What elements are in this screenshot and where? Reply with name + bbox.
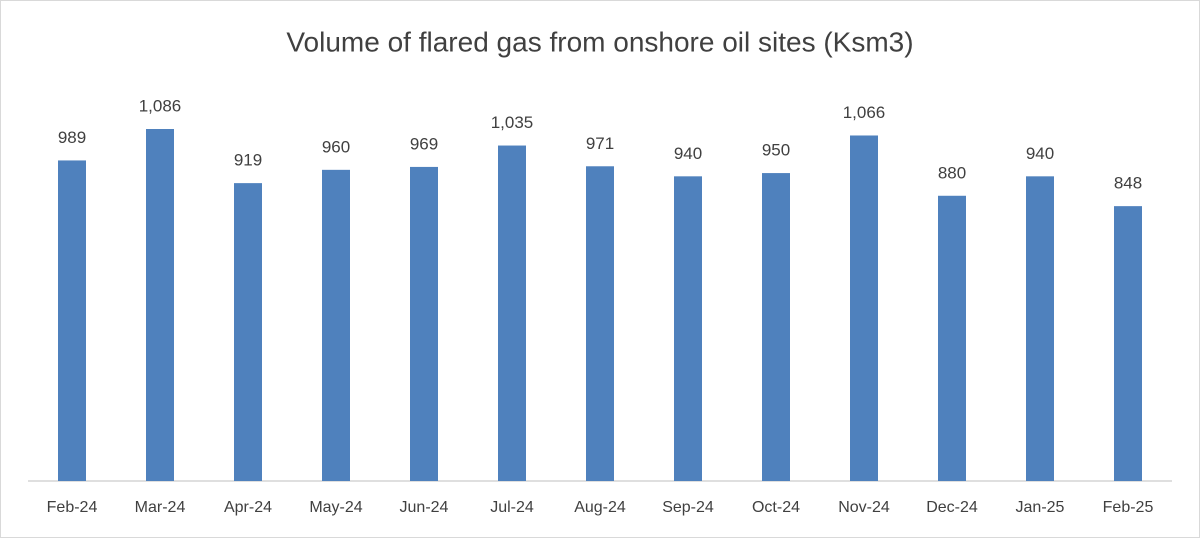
bar — [410, 166, 438, 481]
x-tick-label: Mar-24 — [135, 499, 186, 516]
bar — [322, 169, 350, 481]
x-tick-label: Jan-25 — [1016, 499, 1065, 516]
x-tick-label: Dec-24 — [926, 499, 978, 516]
x-tick-label: Sep-24 — [662, 499, 714, 516]
bar — [674, 176, 702, 482]
x-tick-label: Feb-25 — [1103, 499, 1154, 516]
x-tick-label: Nov-24 — [838, 499, 890, 516]
bar — [1026, 176, 1054, 482]
data-label: 880 — [938, 163, 966, 182]
bar — [498, 145, 526, 481]
bar — [146, 129, 174, 481]
data-label: 989 — [58, 128, 86, 147]
data-label: 969 — [410, 134, 438, 153]
data-label: 848 — [1114, 174, 1142, 193]
data-label: 960 — [322, 137, 350, 156]
bar — [58, 160, 86, 482]
x-tick-label: Feb-24 — [47, 499, 98, 516]
data-label: 971 — [586, 134, 614, 153]
data-label: 1,066 — [843, 103, 886, 122]
x-tick-label: Oct-24 — [752, 499, 800, 516]
x-tick-label: Jul-24 — [490, 499, 534, 516]
data-label: 1,035 — [491, 113, 534, 132]
x-tick-label: Jun-24 — [400, 499, 449, 516]
x-tick-label: Apr-24 — [224, 499, 272, 516]
bar — [850, 135, 878, 482]
bar — [234, 183, 262, 481]
bar — [586, 166, 614, 481]
bar — [938, 195, 966, 482]
data-label: 919 — [234, 151, 262, 170]
bar — [762, 173, 790, 481]
chart-title: Volume of flared gas from onshore oil si… — [286, 26, 913, 57]
bar — [1114, 206, 1142, 482]
data-label: 1,086 — [139, 96, 182, 115]
data-label: 940 — [674, 144, 702, 163]
x-tick-label: Aug-24 — [574, 499, 626, 516]
data-label: 950 — [762, 141, 790, 160]
data-label: 940 — [1026, 144, 1054, 163]
x-tick-label: May-24 — [309, 499, 362, 516]
